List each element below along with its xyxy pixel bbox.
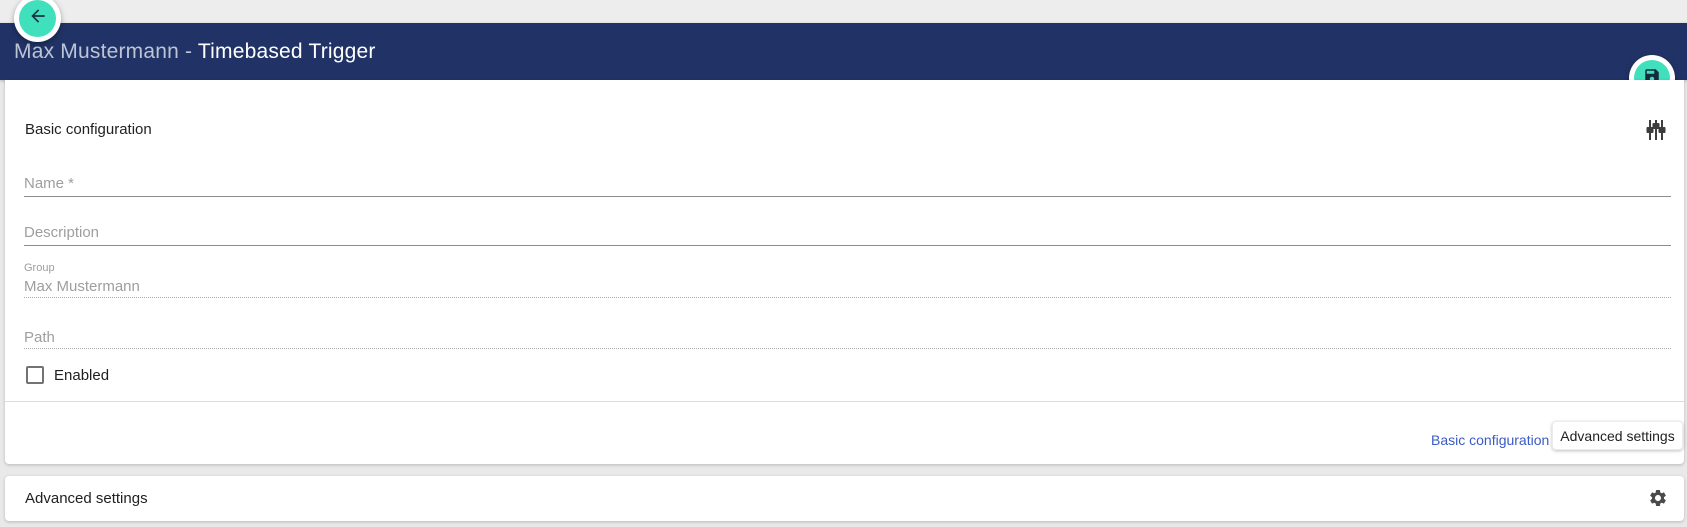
gear-icon[interactable] [1648,488,1668,508]
page-title-main: Timebased Trigger [197,39,376,63]
description-input[interactable] [24,219,1671,246]
top-background-strip [0,0,1687,23]
path-input [24,326,1671,349]
floppy-disk-icon [1643,67,1661,90]
basic-configuration-card: Basic configuration Group Enabled Basic … [5,80,1684,464]
basic-configuration-button[interactable]: Basic configuration [1423,425,1557,455]
enabled-checkbox-row[interactable]: Enabled [26,366,109,384]
page-title-prefix: Max Mustermann - [14,39,198,63]
group-input [24,276,1671,298]
back-button[interactable] [19,0,56,37]
page-title: Max Mustermann - Timebased Trigger [14,40,376,64]
basic-configuration-heading: Basic configuration [25,121,152,138]
advanced-settings-heading: Advanced settings [25,490,148,507]
name-input[interactable] [24,170,1671,197]
sliders-icon[interactable] [1645,119,1667,141]
header-bar: Max Mustermann - Timebased Trigger [0,23,1687,80]
group-field-label: Group [24,262,55,274]
advanced-settings-card[interactable]: Advanced settings [5,476,1684,521]
enabled-checkbox-label: Enabled [54,366,110,384]
arrow-left-icon [28,6,48,31]
card-footer-divider [5,401,1684,402]
advanced-settings-button[interactable]: Advanced settings [1552,421,1683,450]
enabled-checkbox[interactable] [26,366,44,384]
